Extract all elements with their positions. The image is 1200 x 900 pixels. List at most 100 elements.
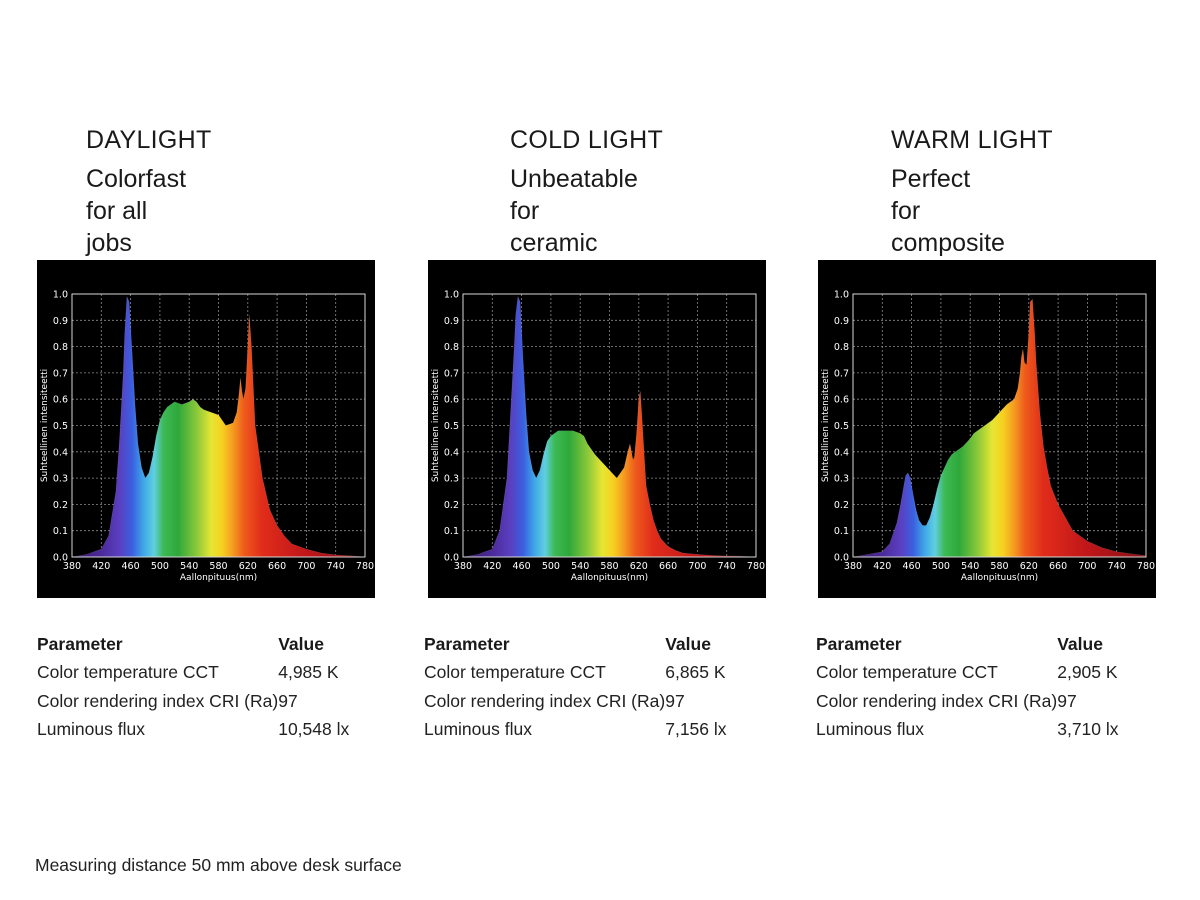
param-value: 97 — [665, 690, 685, 711]
y-tick-label: 0.1 — [834, 526, 849, 537]
y-tick-label: 0.7 — [444, 368, 459, 379]
param-value: 6,865 K — [665, 662, 726, 683]
panel-title: WARM LIGHT — [891, 126, 1053, 154]
spectrum-line — [852, 298, 1147, 558]
spectrum-line — [71, 296, 366, 558]
x-tick-label: 460 — [903, 561, 921, 572]
parameter-table: Parameter Value Color temperature CCT 6,… — [424, 630, 727, 744]
y-tick-label: 1.0 — [444, 290, 459, 301]
x-tick-label: 500 — [151, 561, 169, 572]
x-tick-label: 420 — [92, 561, 110, 572]
y-tick-label: 0.8 — [834, 342, 849, 353]
x-tick-label: 700 — [688, 561, 706, 572]
x-tick-label: 540 — [571, 561, 589, 572]
y-tick-label: 0.9 — [834, 316, 849, 327]
x-tick-label: 580 — [209, 561, 227, 572]
header-value: Value — [278, 633, 324, 654]
x-tick-label: 580 — [990, 561, 1008, 572]
param-value: 10,548 lx — [278, 719, 350, 740]
x-tick-label: 380 — [844, 561, 862, 572]
footer-note: Measuring distance 50 mm above desk surf… — [35, 855, 402, 875]
param-value: 4,985 K — [278, 662, 339, 683]
y-tick-label: 0.0 — [53, 553, 68, 564]
spectrum-svg: 380 420 460 500 540 580 620 660 700 740 780 0.0 0.1 0… — [821, 290, 1155, 584]
x-tick-label: 580 — [600, 561, 618, 572]
y-tick-label: 0.2 — [444, 500, 459, 511]
y-tick-label: 0.6 — [834, 395, 849, 406]
y-tick-label: 0.1 — [53, 526, 68, 537]
header-parameter: Parameter — [424, 633, 510, 654]
spectrum-svg: 380 420 460 500 540 580 620 660 700 740 780 0.0 0.1 0… — [40, 290, 374, 584]
panel-subtitle: Colorfast for all jobs — [86, 165, 187, 257]
x-tick-label: 740 — [327, 561, 345, 572]
param-value: 2,905 K — [1057, 662, 1118, 683]
x-tick-label: 460 — [122, 561, 140, 572]
x-tick-label: 460 — [513, 561, 531, 572]
y-tick-label: 0.3 — [53, 474, 68, 485]
x-tick-label: 500 — [542, 561, 560, 572]
table-row: Luminous flux 7,156 lx — [424, 716, 727, 745]
spectrum-svg: 380 420 460 500 540 580 620 660 700 740 780 0.0 0.1 0… — [431, 290, 765, 584]
plot-frame — [852, 293, 1147, 558]
spectrum-chart: 380 420 460 500 540 580 620 660 700 740 780 0.0 0.1 0… — [818, 260, 1156, 598]
y-tick-label: 0.1 — [444, 526, 459, 537]
plot-frame — [71, 293, 366, 558]
y-tick-label: 0.4 — [834, 447, 849, 458]
x-tick-label: 620 — [1020, 561, 1038, 572]
x-tick-label: 660 — [1049, 561, 1067, 572]
y-tick-label: 0.6 — [444, 395, 459, 406]
x-tick-label: 620 — [239, 561, 257, 572]
y-tick-label: 1.0 — [834, 290, 849, 301]
y-tick-label: 0.3 — [834, 474, 849, 485]
y-tick-label: 0.3 — [444, 474, 459, 485]
param-name: Color rendering index CRI (Ra) — [424, 690, 666, 711]
y-tick-label: 0.2 — [834, 500, 849, 511]
plot-frame — [462, 293, 757, 558]
y-tick-label: 0.6 — [53, 395, 68, 406]
table-row: Luminous flux 10,548 lx — [37, 716, 349, 745]
x-tick-label: 780 — [747, 561, 765, 572]
x-tick-label: 540 — [961, 561, 979, 572]
table-row: Luminous flux 3,710 lx — [816, 716, 1119, 745]
param-value: 3,710 lx — [1057, 719, 1119, 740]
y-tick-label: 0.5 — [444, 421, 459, 432]
x-tick-label: 380 — [63, 561, 81, 572]
x-tick-label: 700 — [1078, 561, 1096, 572]
parameter-table: Parameter Value Color temperature CCT 4,… — [37, 630, 349, 744]
spectrum-chart: 380 420 460 500 540 580 620 660 700 740 780 0.0 0.1 0… — [37, 260, 375, 598]
y-tick-label: 0.0 — [834, 553, 849, 564]
table-row: Color rendering index CRI (Ra) 97 — [37, 687, 349, 716]
param-name: Luminous flux — [816, 719, 924, 740]
param-name: Color temperature CCT — [816, 662, 998, 683]
param-value: 97 — [1057, 690, 1077, 711]
header-parameter: Parameter — [37, 633, 123, 654]
y-tick-label: 0.4 — [444, 447, 459, 458]
param-name: Color rendering index CRI (Ra) — [37, 690, 279, 711]
param-name: Luminous flux — [37, 719, 145, 740]
y-tick-label: 0.0 — [444, 553, 459, 564]
param-value: 7,156 lx — [665, 719, 727, 740]
header-parameter: Parameter — [816, 633, 902, 654]
y-tick-label: 0.8 — [444, 342, 459, 353]
y-tick-label: 0.8 — [53, 342, 68, 353]
x-tick-label: 420 — [483, 561, 501, 572]
x-axis-label: Aallonpituus(nm) — [571, 573, 648, 583]
table-row: Color temperature CCT 2,905 K — [816, 659, 1119, 688]
y-tick-label: 0.5 — [53, 421, 68, 432]
panel-title: DAYLIGHT — [86, 126, 212, 154]
panel-title: COLD LIGHT — [510, 126, 664, 154]
y-tick-label: 0.9 — [444, 316, 459, 327]
x-axis-label: Aallonpituus(nm) — [180, 573, 257, 583]
param-name: Luminous flux — [424, 719, 532, 740]
spectrum-area — [853, 299, 1146, 557]
spectrum-line — [462, 295, 757, 558]
x-tick-label: 420 — [873, 561, 891, 572]
spectrum-chart: 380 420 460 500 540 580 620 660 700 740 780 0.0 0.1 0… — [428, 260, 766, 598]
y-tick-label: 0.7 — [834, 368, 849, 379]
y-tick-label: 0.7 — [53, 368, 68, 379]
param-name: Color temperature CCT — [37, 662, 219, 683]
table-header-row: Parameter Value — [424, 630, 727, 659]
y-axis-label: Suhteellinen intensiteetti — [40, 369, 50, 482]
y-tick-label: 0.4 — [53, 447, 68, 458]
spectrum-area — [463, 296, 756, 557]
